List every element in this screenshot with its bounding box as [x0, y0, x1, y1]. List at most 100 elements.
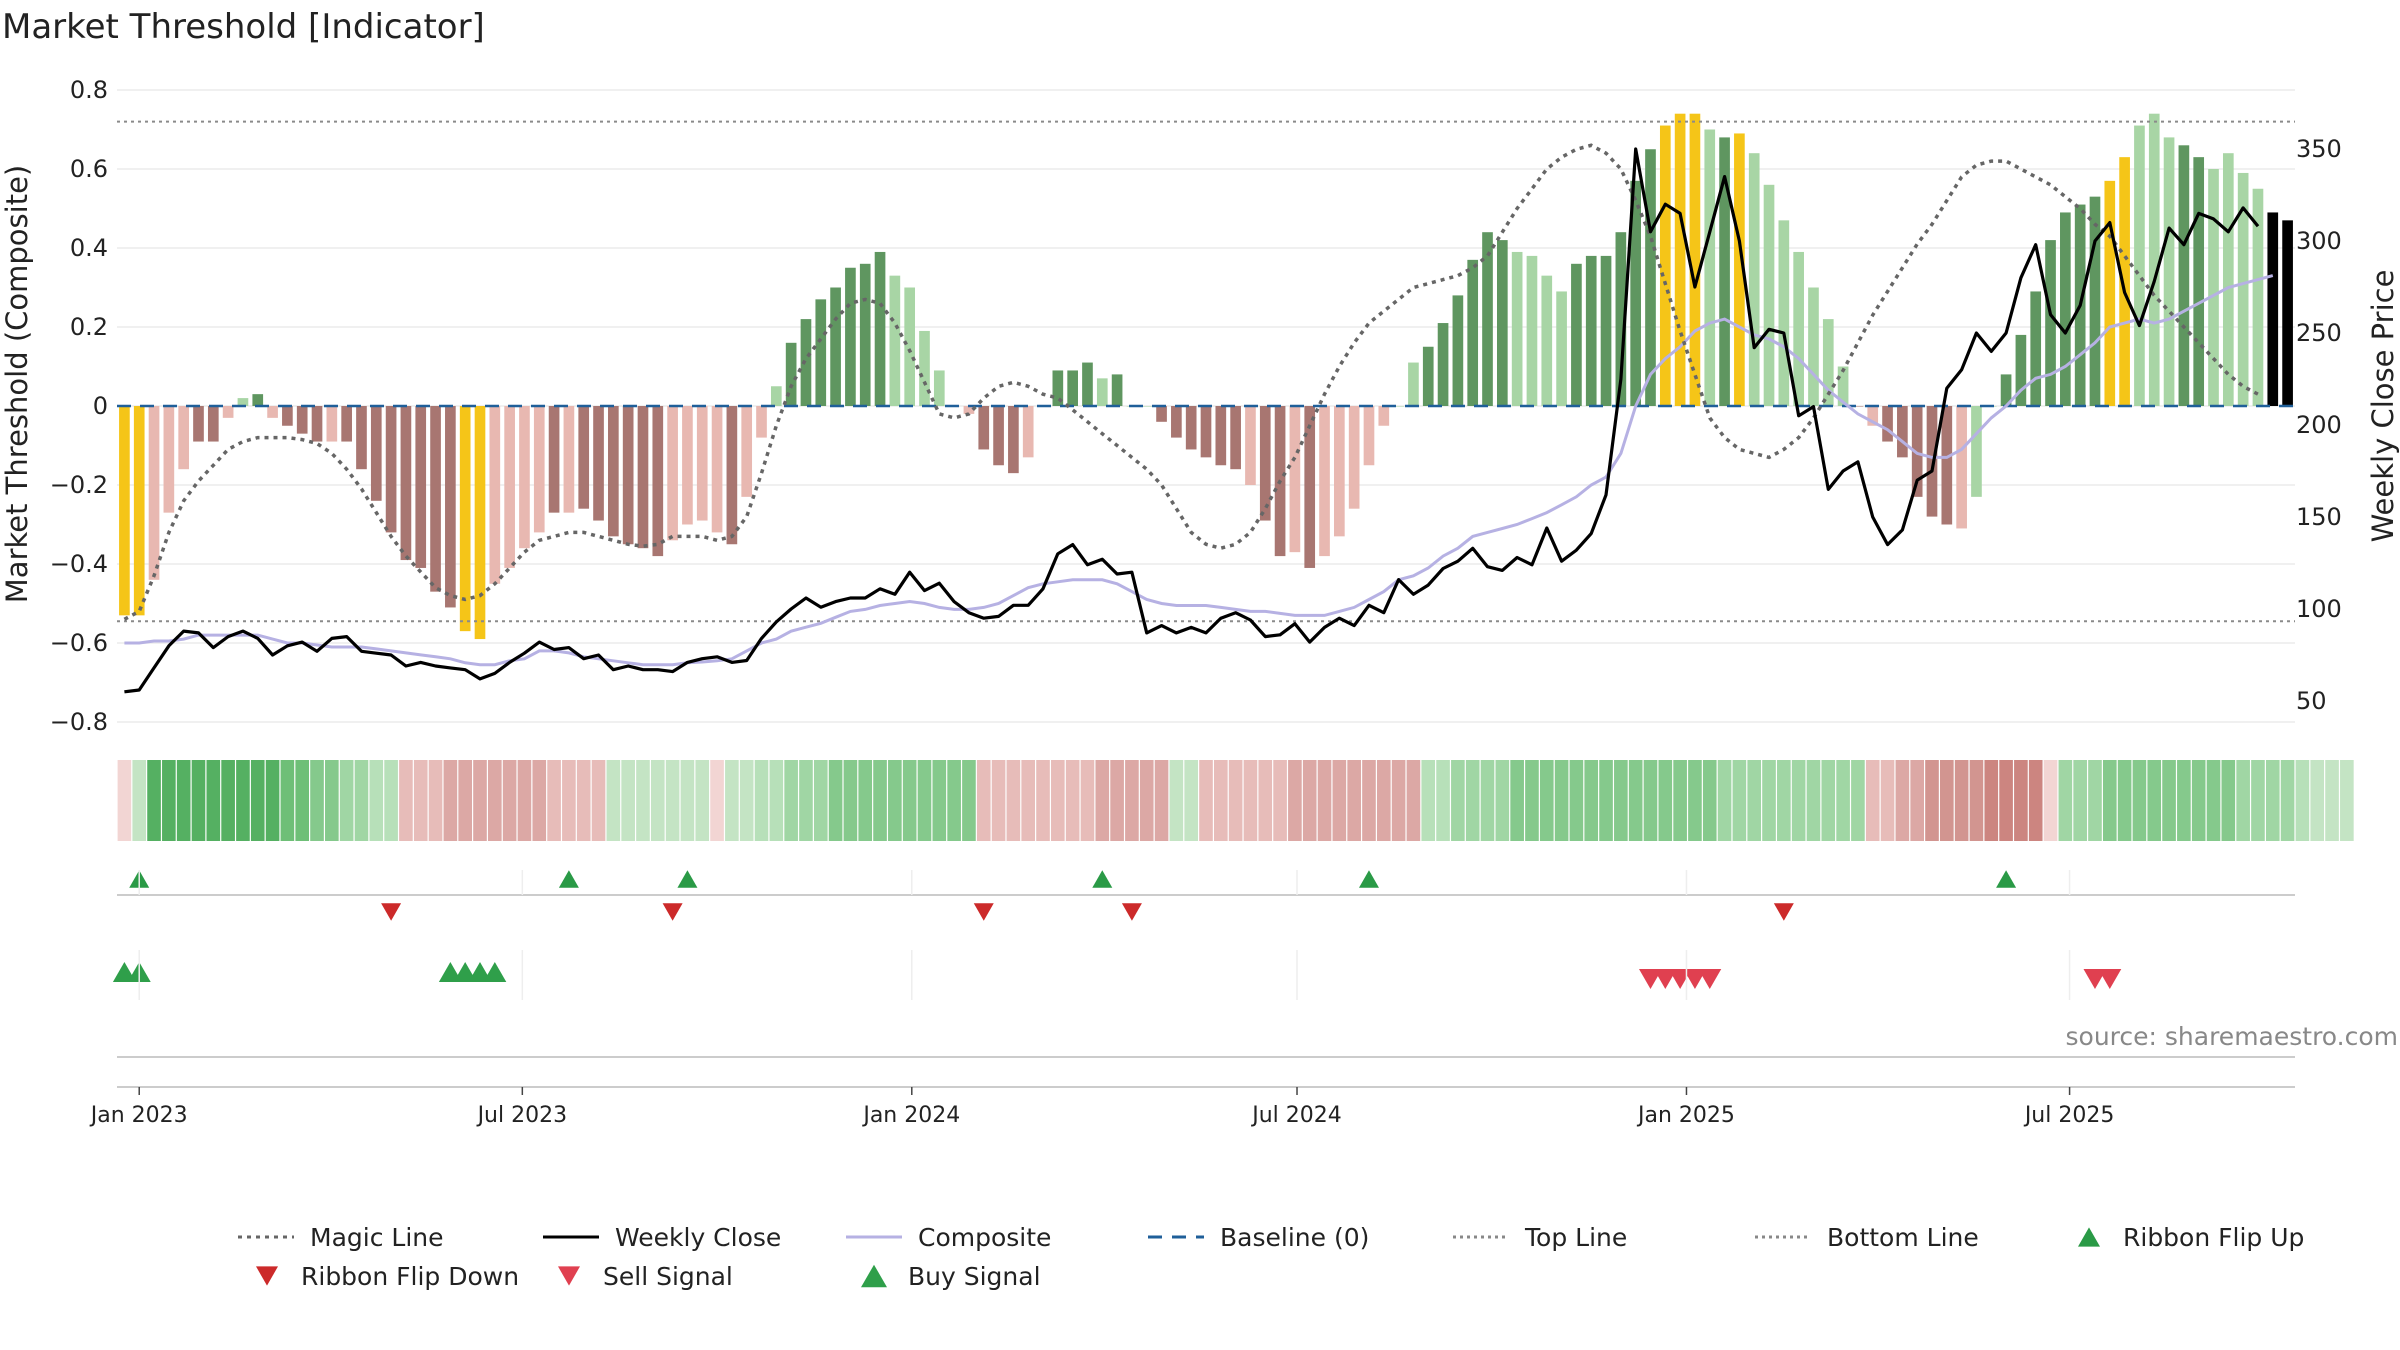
legend-label-9: Buy Signal: [908, 1262, 1041, 1291]
composite-bar-145: [2267, 212, 2279, 406]
composite-bar-74: [1215, 406, 1227, 466]
composite-bar-53: [904, 287, 916, 406]
ribbon-cell-48: [828, 760, 843, 841]
composite-bar-136: [2134, 125, 2145, 407]
ribbon-cell-93: [1495, 760, 1510, 841]
composite-bar-35: [637, 406, 649, 549]
ribbon-cell-149: [2325, 760, 2339, 841]
ribbon-cell-30: [562, 760, 576, 841]
ribbon-cell-62: [1036, 760, 1050, 841]
ribbon-cell-125: [1969, 760, 1984, 841]
series-lines: [123, 143, 2274, 694]
composite-bar-119: [1882, 406, 1893, 442]
ribbon-cell-63: [1051, 760, 1065, 841]
ribbon-cell-32: [591, 760, 606, 841]
buy-signal-marker-3: [453, 961, 477, 983]
composite-bar-121: [1911, 406, 1923, 497]
composite-bar-8: [237, 398, 249, 406]
composite-bar-47: [815, 299, 827, 406]
ribbon-cell-102: [1628, 760, 1643, 841]
composite-bar-17: [370, 406, 382, 501]
composite-bar-69: [1141, 406, 1153, 407]
ribbon-cell-16: [354, 760, 369, 841]
ribbon-cell-127: [1999, 760, 2013, 841]
legend-item-4: Top Line: [1453, 1223, 1627, 1252]
composite-bar-116: [1837, 366, 1849, 406]
y2-tick-label-5: 100: [2296, 595, 2342, 623]
composite-bar-86: [1393, 406, 1404, 407]
composite-bar-110: [1748, 153, 1760, 406]
ribbon-cell-9: [250, 760, 265, 841]
composite-bar-146: [2282, 220, 2293, 406]
legend-item-5: Bottom Line: [1755, 1223, 1979, 1252]
ribbon-cell-72: [1184, 760, 1198, 841]
ribbon-strip: [117, 760, 2354, 841]
composite-bar-11: [282, 406, 293, 426]
ribbon-cell-37: [665, 760, 680, 841]
ribbon-cell-128: [2014, 760, 2028, 841]
ribbon-cell-22: [443, 760, 458, 841]
ribbon-cell-92: [1480, 760, 1495, 841]
ribbon-cell-140: [2191, 760, 2206, 841]
composite-bar-33: [608, 406, 619, 537]
composite-bar-3: [163, 406, 175, 513]
composite-bar-77: [1259, 406, 1271, 521]
composite-bar-41: [726, 406, 738, 545]
ribbon-cell-91: [1465, 760, 1480, 841]
composite-bar-97: [1556, 291, 1567, 406]
ribbon-cell-27: [517, 760, 532, 841]
ribbon-flip-down-marker-0: [381, 903, 402, 921]
composite-bar-114: [1808, 287, 1819, 406]
composite-bar-98: [1571, 263, 1582, 406]
composite-bar-133: [2089, 196, 2101, 406]
ribbon-cell-73: [1199, 760, 1213, 841]
x-axis-ticks: Jan 2023 Jul 2023 Jan 2024 Jul 2024 Jan 2025…: [89, 870, 2114, 1128]
ribbon-cell-14: [325, 760, 339, 841]
ribbon-cell-104: [1658, 760, 1673, 841]
composite-bar-12: [296, 406, 308, 434]
ribbon-cell-17: [369, 760, 384, 841]
ribbon-cell-31: [576, 760, 591, 841]
composite-bar-128: [2015, 334, 2027, 406]
composite-bar-94: [1511, 251, 1523, 406]
composite-bar-14: [326, 406, 338, 442]
composite-bar-140: [2193, 157, 2205, 406]
composite-bar-22: [445, 406, 456, 608]
magic-line: [123, 143, 2259, 621]
chart-title: Market Threshold [Indicator]: [2, 7, 485, 47]
ribbon-cell-4: [176, 760, 191, 841]
composite-bar-117: [1852, 406, 1864, 407]
y-tick-label-7: −0.6: [50, 629, 108, 657]
ribbon-cell-58: [976, 760, 991, 841]
composite-bar-142: [2222, 153, 2234, 406]
y-axis-ticks: 0.8 0.6 0.4 0.2 0 −0.2 −0.4 −0.6 −0.8: [50, 76, 108, 736]
ribbon-cell-36: [650, 760, 665, 841]
composite-bar-4: [178, 406, 190, 470]
ribbon-cell-56: [947, 760, 961, 841]
ribbon-cell-145: [2265, 760, 2280, 841]
ribbon-cell-101: [1614, 760, 1628, 841]
composite-bar-80: [1304, 406, 1316, 568]
composite-bar-141: [2208, 169, 2219, 406]
composite-bar-55: [933, 370, 945, 406]
composite-bar-18: [385, 406, 397, 533]
ribbon-cell-81: [1317, 760, 1332, 841]
ribbon-cell-47: [813, 760, 828, 841]
ribbon-cell-147: [2295, 760, 2310, 841]
y2-tick-label-0: 350: [2296, 135, 2342, 163]
legend-label-8: Sell Signal: [603, 1262, 733, 1291]
composite-bar-91: [1467, 259, 1479, 406]
composite-bar-103: [1645, 149, 1656, 406]
x-tick-label-3: Jul 2024: [1250, 1103, 1342, 1128]
composite-bar-31: [578, 406, 590, 509]
ribbon-cell-90: [1451, 760, 1465, 841]
x-tick-label-1: Jul 2023: [476, 1103, 568, 1128]
ribbon-cell-64: [1065, 760, 1080, 841]
composite-bar-65: [1082, 362, 1093, 406]
y2-tick-label-3: 200: [2296, 411, 2342, 439]
ribbon-cell-96: [1539, 760, 1554, 841]
ribbon-cell-148: [2310, 760, 2325, 841]
ribbon-cell-68: [1125, 760, 1139, 841]
ribbon-cell-74: [1214, 760, 1228, 841]
